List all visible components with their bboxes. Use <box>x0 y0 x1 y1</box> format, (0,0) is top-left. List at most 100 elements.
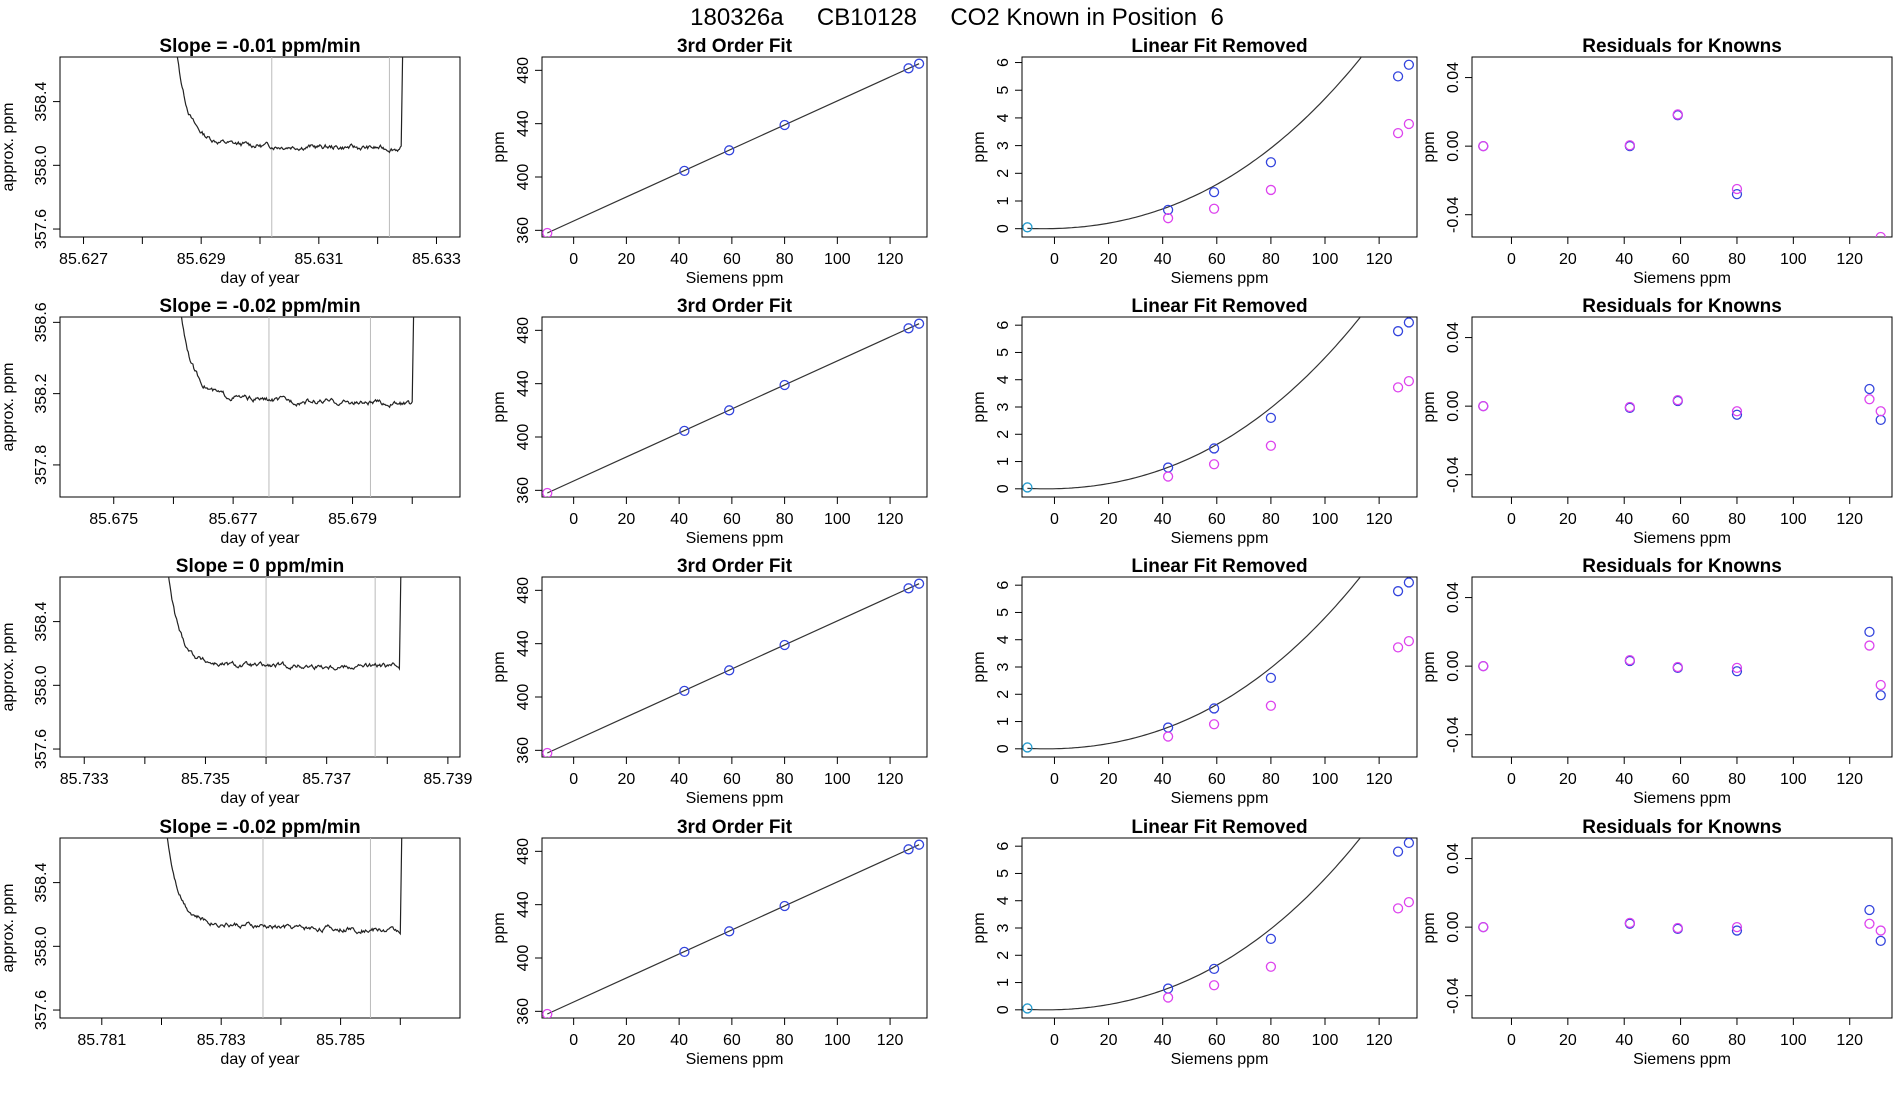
data-point <box>1875 679 1886 691</box>
data-point <box>1864 394 1875 405</box>
y-axis-label: ppm <box>491 131 508 162</box>
y-tick-label: 5 <box>995 608 1012 617</box>
x-tick-label: 100 <box>824 511 851 528</box>
x-tick-label: 85.627 <box>59 251 108 268</box>
panel-title: Slope = -0.02 ppm/min <box>159 817 360 838</box>
y-tick-label: 358.4 <box>33 862 50 902</box>
data-point <box>1864 383 1875 395</box>
x-tick-label: 40 <box>670 1032 688 1049</box>
x-tick-label: 100 <box>1780 511 1807 528</box>
x-tick-label: 85.631 <box>294 251 343 268</box>
data-point <box>1265 700 1277 711</box>
x-axis-label: Siemens ppm <box>1633 790 1731 807</box>
y-tick-label: 358.6 <box>33 302 50 342</box>
y-tick-label: 360 <box>515 998 532 1025</box>
x-axis-label: Siemens ppm <box>1171 790 1269 807</box>
x-tick-label: 85.733 <box>60 771 109 788</box>
y-axis-label: ppm <box>491 912 508 943</box>
x-tick-label: 85.783 <box>197 1032 246 1049</box>
x-tick-label: 100 <box>1312 1032 1339 1049</box>
data-point <box>679 685 690 697</box>
x-tick-label: 100 <box>1312 511 1339 528</box>
x-tick-label: 120 <box>1366 1032 1393 1049</box>
x-tick-label: 80 <box>1262 251 1280 268</box>
x-tick-label: 20 <box>1100 251 1118 268</box>
panel-resid-row2: Residuals for Knowns 0 20 40 60 80 100 120 -0.04… <box>1421 556 1893 807</box>
x-tick-label: 120 <box>1836 1032 1863 1049</box>
x-tick-label: 0 <box>569 511 578 528</box>
y-axis-label: ppm <box>971 391 988 422</box>
plot-frame <box>541 316 928 498</box>
x-tick-label: 85.785 <box>316 1032 365 1049</box>
data-point <box>1403 118 1415 130</box>
y-tick-label: 6 <box>995 58 1012 67</box>
data-point <box>1672 109 1683 120</box>
plot-frame <box>541 56 928 238</box>
data-point <box>542 747 553 757</box>
y-tick-label: 358.4 <box>33 81 50 121</box>
panel-title: Residuals for Knowns <box>1582 36 1782 57</box>
data-point <box>1265 672 1277 684</box>
x-tick-label: 40 <box>1615 1032 1633 1049</box>
plot-frame <box>1021 56 1418 238</box>
y-tick-label: 480 <box>515 838 532 865</box>
y-tick-label: 3 <box>995 923 1012 932</box>
y-tick-label: 357.6 <box>33 209 50 249</box>
panel-time-row1: Slope = -0.02 ppm/min 85.675 85.677 85.679 3… <box>0 296 461 547</box>
y-tick-label: 1 <box>995 717 1012 726</box>
data-point <box>913 58 925 69</box>
data-point <box>1208 203 1220 214</box>
data-point <box>1864 918 1875 929</box>
panel-curve-row2: Linear Fit Removed 0 20 40 60 80 100 120 0 1 2 3 4 5 6… <box>971 556 1418 807</box>
data-point <box>1022 1003 1033 1014</box>
data-point <box>724 145 735 156</box>
data-point <box>1403 59 1415 70</box>
x-tick-label: 80 <box>776 1032 794 1049</box>
data-point <box>1478 400 1489 412</box>
y-tick-label: 4 <box>995 113 1012 122</box>
x-tick-label: 120 <box>877 771 904 788</box>
data-point <box>779 639 790 651</box>
y-tick-label: 2 <box>995 430 1012 439</box>
x-tick-label: 40 <box>1615 511 1633 528</box>
panel-title: Linear Fit Removed <box>1131 36 1307 57</box>
data-point <box>1875 690 1886 701</box>
y-tick-label: 2 <box>995 951 1012 960</box>
y-tick-label: 0.00 <box>1445 130 1462 161</box>
x-tick-label: 60 <box>1672 511 1690 528</box>
x-tick-label: 20 <box>1100 771 1118 788</box>
data-point <box>1022 222 1033 233</box>
y-axis-label: ppm <box>1421 912 1438 943</box>
x-tick-label: 100 <box>1780 251 1807 268</box>
x-tick-label: 20 <box>1559 1032 1577 1049</box>
y-tick-label: 6 <box>995 321 1012 330</box>
y-tick-label: 440 <box>515 630 532 657</box>
data-point <box>542 227 553 237</box>
data-point <box>1208 186 1220 198</box>
x-tick-label: 40 <box>1154 511 1172 528</box>
data-trace-line <box>180 317 415 409</box>
data-point <box>1392 71 1404 82</box>
data-point <box>1731 183 1743 195</box>
panel-title: 3rd Order Fit <box>677 36 793 57</box>
y-tick-label: 360 <box>515 477 532 504</box>
x-tick-label: 85.633 <box>412 251 461 268</box>
data-point <box>1392 846 1404 857</box>
y-tick-label: -0.04 <box>1445 196 1462 233</box>
y-tick-label: 3 <box>995 662 1012 671</box>
y-axis-label: ppm <box>971 131 988 162</box>
data-point <box>1875 414 1886 426</box>
x-tick-label: 20 <box>1100 511 1118 528</box>
x-tick-label: 0 <box>1050 1032 1059 1049</box>
y-axis-label: ppm <box>491 391 508 422</box>
y-tick-label: 2 <box>995 169 1012 178</box>
y-tick-label: 4 <box>995 896 1012 905</box>
panel-fit-row1: 3rd Order Fit 0 20 40 60 80 100 120 360 400 440 480… <box>491 296 928 547</box>
x-tick-label: 40 <box>670 771 688 788</box>
x-axis-label: day of year <box>220 270 300 287</box>
x-axis-label: Siemens ppm <box>686 790 784 807</box>
x-tick-label: 80 <box>776 511 794 528</box>
data-point <box>542 487 553 497</box>
data-point <box>679 946 690 958</box>
data-point <box>1392 586 1404 597</box>
